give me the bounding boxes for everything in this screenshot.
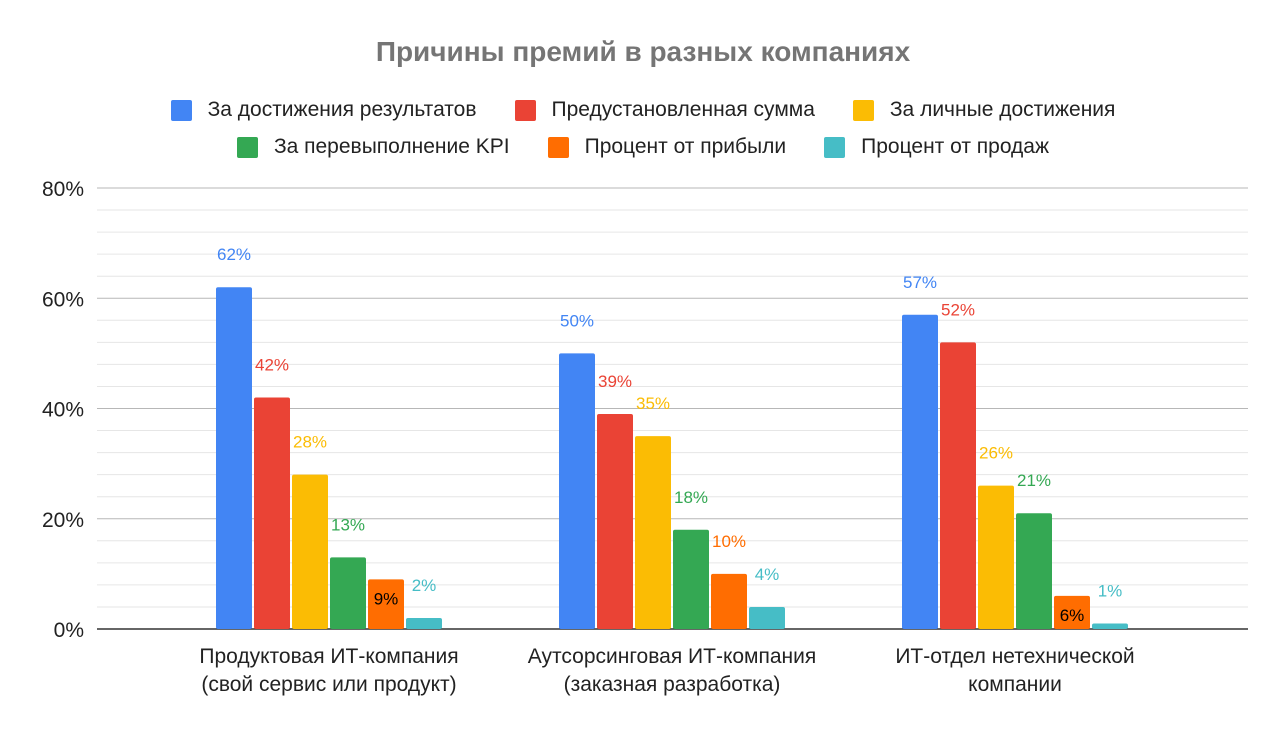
data-label: 57% <box>903 273 937 292</box>
bar <box>292 474 328 629</box>
bar <box>368 579 404 629</box>
data-label: 1% <box>1098 581 1123 600</box>
category-label: ИТ-отдел нетехнической <box>895 645 1134 668</box>
category-label: Аутсорсинговая ИТ-компания <box>528 645 816 668</box>
data-label: 26% <box>979 444 1013 463</box>
bar <box>635 436 671 629</box>
legend-label: За личные достижения <box>889 98 1116 121</box>
data-label: 28% <box>293 433 327 452</box>
legend-label: За перевыполнение KPI <box>273 135 510 158</box>
data-label: 18% <box>674 488 708 507</box>
data-label: 39% <box>598 372 632 391</box>
category-label: компании <box>968 673 1062 696</box>
legend-row-2: За перевыполнение KPI Процент от прибыли П… <box>0 135 1286 159</box>
bar <box>216 287 252 629</box>
data-label: 35% <box>636 394 670 413</box>
y-tick-label: 40% <box>42 399 84 422</box>
legend-label: За достижения результатов <box>207 98 477 121</box>
y-tick-label: 60% <box>42 288 84 311</box>
y-tick-label: 80% <box>42 178 84 201</box>
data-label: 62% <box>217 245 251 264</box>
legend-row-1: За достижения результатов Предустановленн… <box>0 98 1286 122</box>
data-label: 10% <box>712 532 746 551</box>
bar <box>902 314 938 629</box>
data-label: 9% <box>374 589 399 608</box>
bar <box>978 485 1014 629</box>
category-label: Продуктовая ИТ-компания <box>199 645 458 668</box>
y-tick-label: 20% <box>42 509 84 532</box>
legend-swatch <box>514 99 536 121</box>
data-label: 52% <box>941 300 975 319</box>
legend-label: Предустановленная сумма <box>551 98 815 121</box>
legend-item: За личные достижения <box>852 98 1116 122</box>
legend-label: Процент от прибыли <box>584 135 787 158</box>
legend-item: Предустановленная сумма <box>514 98 815 122</box>
chart-title: Причины премий в разных компаниях <box>375 36 911 67</box>
bar <box>1054 595 1090 629</box>
bar <box>711 573 747 629</box>
bar <box>940 342 976 629</box>
legend-item: За достижения результатов <box>170 98 477 122</box>
data-label: 2% <box>412 576 437 595</box>
bar <box>559 353 595 629</box>
data-label: 4% <box>755 565 780 584</box>
data-label: 6% <box>1060 606 1085 625</box>
bar <box>749 606 785 629</box>
data-label: 13% <box>331 515 365 534</box>
data-label: 42% <box>255 355 289 374</box>
legend-swatch <box>547 136 569 158</box>
data-label: 21% <box>1017 471 1051 490</box>
data-label: 50% <box>560 311 594 330</box>
bar <box>1092 623 1128 629</box>
bar <box>673 529 709 629</box>
legend-swatch <box>824 136 846 158</box>
legend-swatch <box>852 99 874 121</box>
legend-item: Процент от продаж <box>824 135 1049 159</box>
legend-item: За перевыполнение KPI <box>236 135 510 159</box>
bar <box>597 414 633 629</box>
legend-swatch <box>236 136 258 158</box>
legend-label: Процент от продаж <box>861 135 1050 158</box>
category-label: (заказная разработка) <box>564 673 781 696</box>
bar <box>406 617 442 629</box>
category-label: (свой сервис или продукт) <box>201 673 456 696</box>
bar <box>1016 513 1052 629</box>
legend-item: Процент от прибыли <box>547 135 787 159</box>
bar <box>254 397 290 629</box>
legend-swatch <box>170 99 192 121</box>
y-tick-label: 0% <box>54 619 84 642</box>
bar <box>330 557 366 629</box>
